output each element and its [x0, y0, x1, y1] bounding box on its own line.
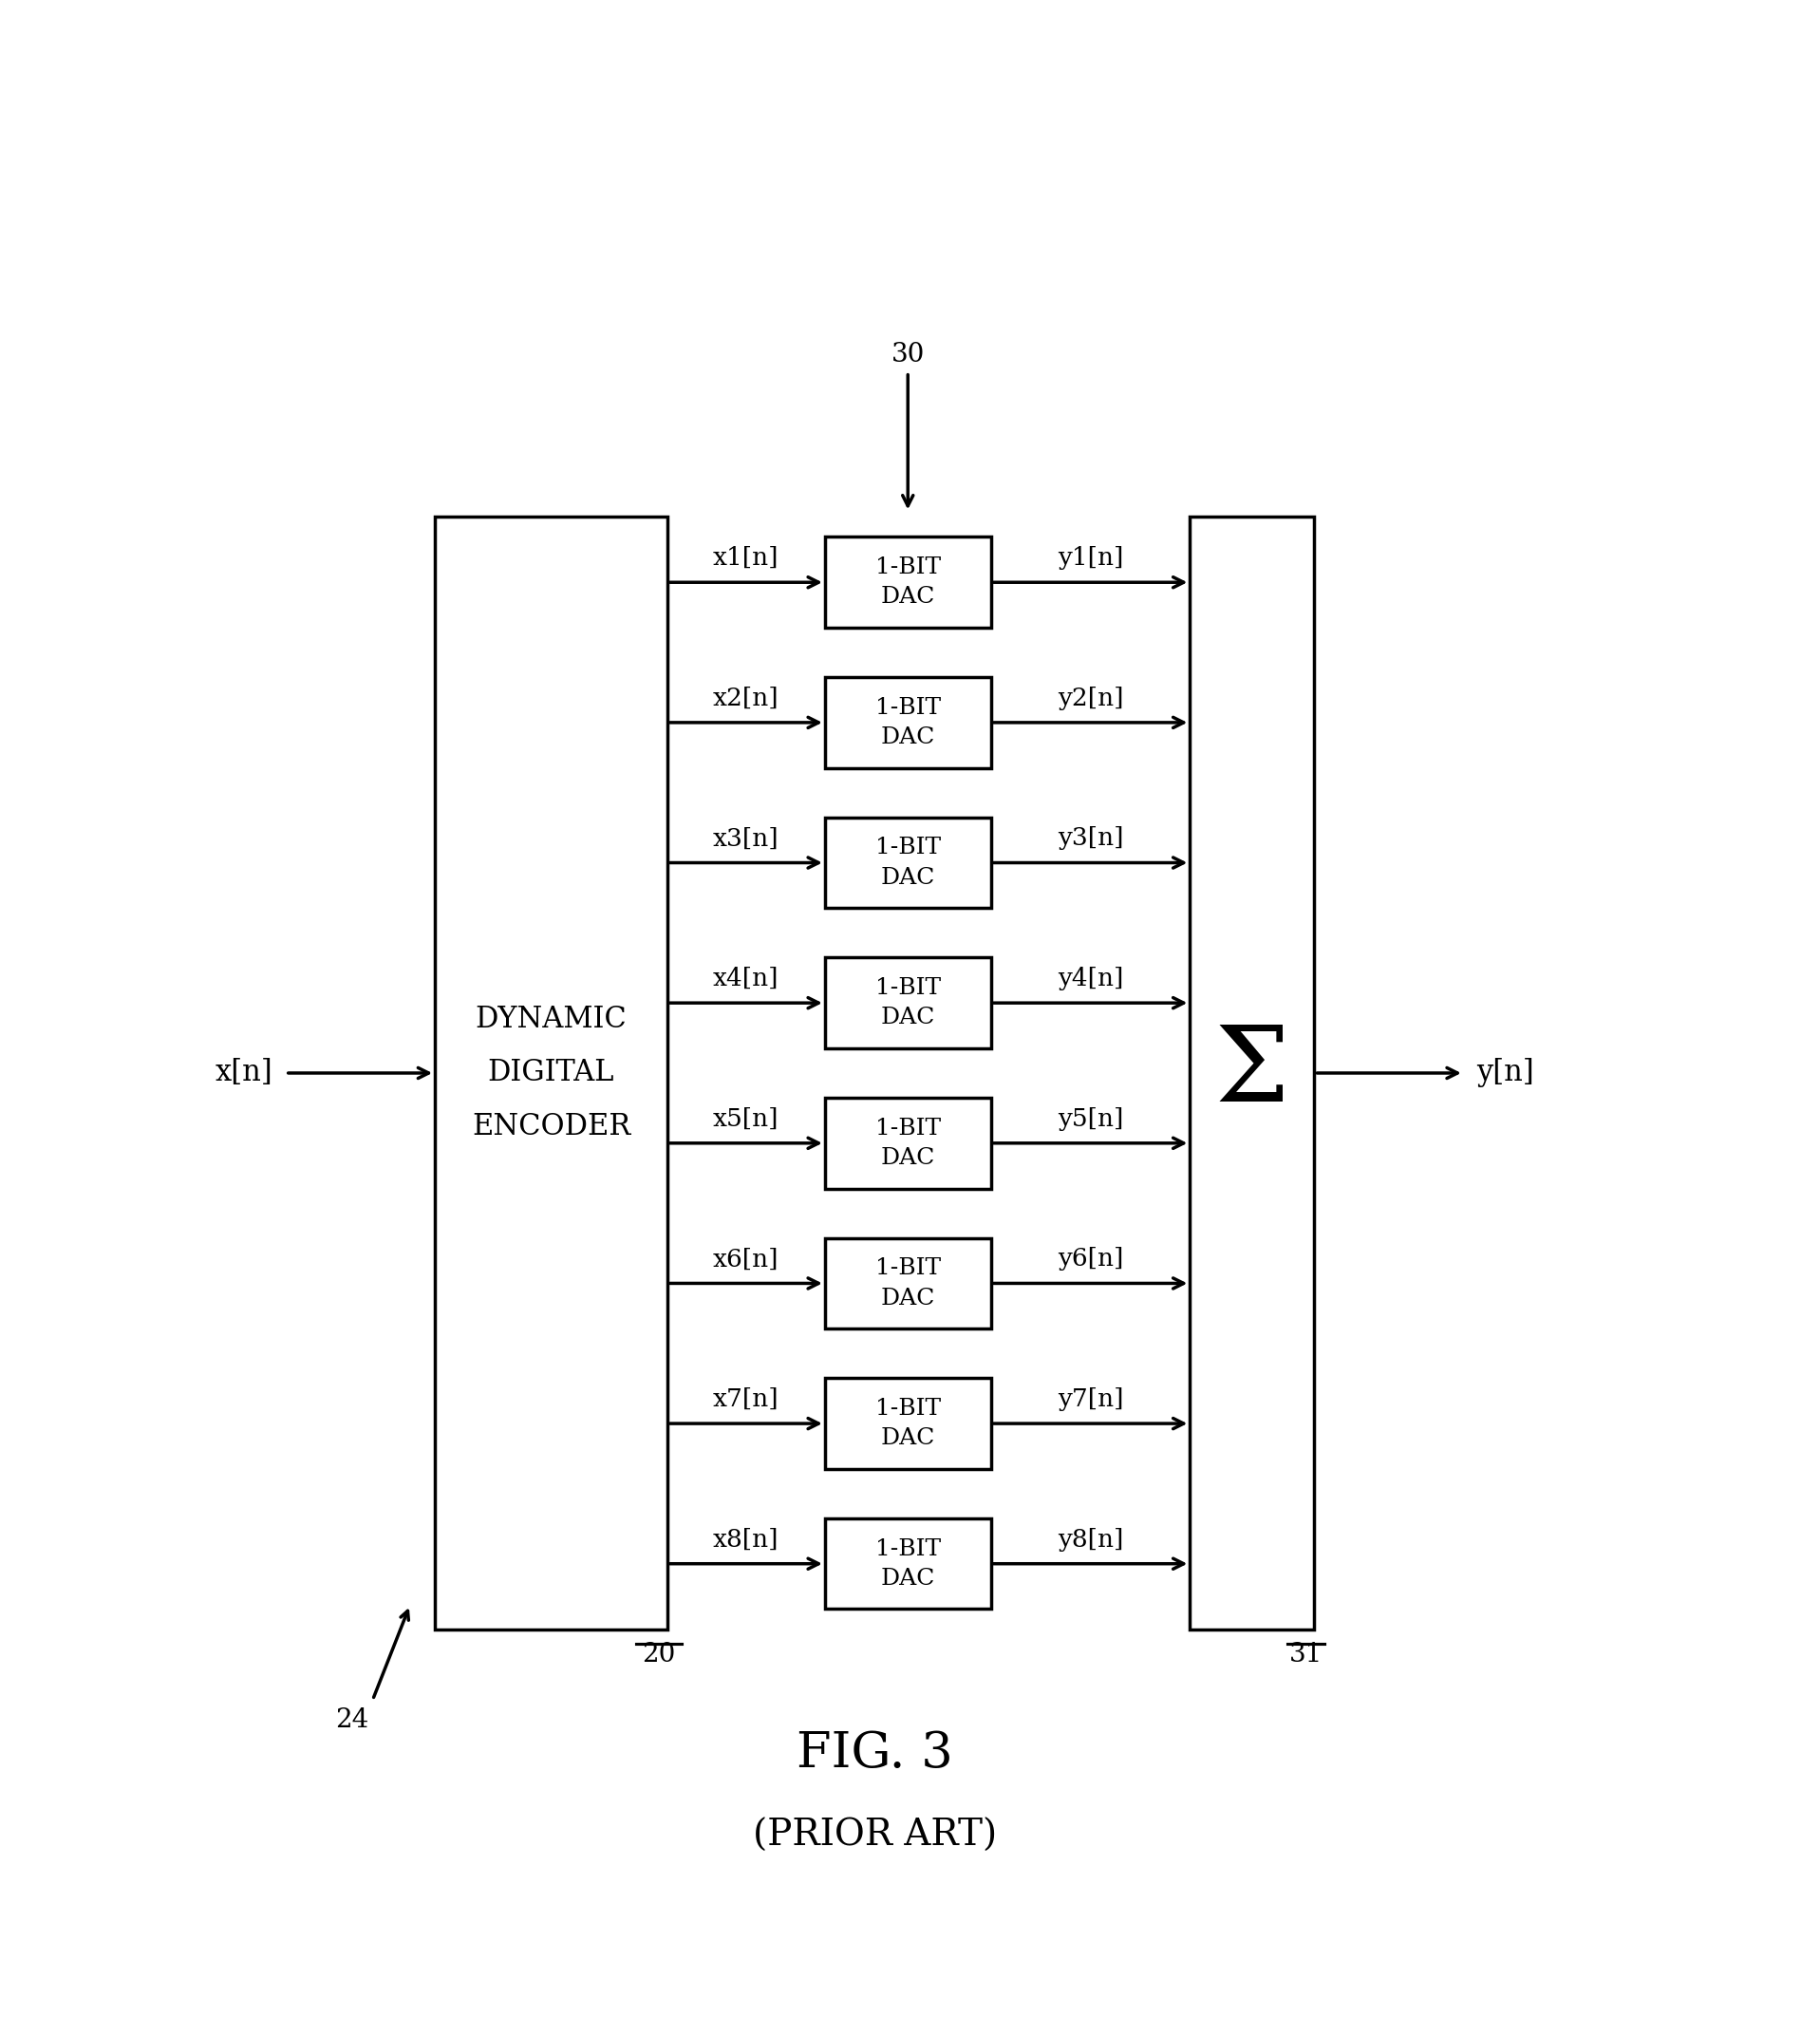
Bar — [824, 1378, 990, 1469]
Text: x5[n]: x5[n] — [713, 1107, 779, 1131]
Text: 1-BIT: 1-BIT — [875, 1538, 941, 1559]
Text: DAC: DAC — [881, 1567, 935, 1589]
Text: FIG. 3: FIG. 3 — [797, 1730, 954, 1779]
Text: DYNAMIC: DYNAMIC — [475, 1005, 626, 1034]
Bar — [824, 537, 990, 627]
Text: y5[n]: y5[n] — [1057, 1107, 1123, 1131]
Text: x2[n]: x2[n] — [713, 686, 779, 710]
Text: 1-BIT: 1-BIT — [875, 977, 941, 999]
Bar — [1190, 517, 1314, 1630]
Text: Σ: Σ — [1216, 1022, 1289, 1123]
Text: y2[n]: y2[n] — [1057, 686, 1123, 710]
Text: 1-BIT: 1-BIT — [875, 1117, 941, 1140]
Text: x4[n]: x4[n] — [713, 967, 779, 991]
Text: DAC: DAC — [881, 1288, 935, 1309]
Text: x1[n]: x1[n] — [713, 545, 779, 570]
Text: ENCODER: ENCODER — [471, 1111, 630, 1142]
Bar — [824, 678, 990, 767]
Text: y[n]: y[n] — [1476, 1058, 1534, 1089]
Text: 1-BIT: 1-BIT — [875, 1398, 941, 1420]
Text: y7[n]: y7[n] — [1057, 1388, 1123, 1410]
Text: DAC: DAC — [881, 1148, 935, 1168]
Text: DIGITAL: DIGITAL — [488, 1058, 615, 1089]
Text: DAC: DAC — [881, 1427, 935, 1449]
Text: DAC: DAC — [881, 867, 935, 889]
Text: y6[n]: y6[n] — [1057, 1247, 1123, 1272]
Text: x6[n]: x6[n] — [713, 1247, 779, 1272]
Text: y4[n]: y4[n] — [1057, 967, 1123, 991]
Text: 30: 30 — [892, 342, 925, 368]
Text: x3[n]: x3[n] — [713, 826, 779, 851]
Bar — [824, 1237, 990, 1329]
Text: 1-BIT: 1-BIT — [875, 696, 941, 718]
Bar — [824, 1518, 990, 1610]
Text: DAC: DAC — [881, 586, 935, 608]
Text: 24: 24 — [335, 1707, 369, 1734]
Bar — [824, 958, 990, 1048]
Text: 1-BIT: 1-BIT — [875, 1258, 941, 1280]
Bar — [435, 517, 668, 1630]
Bar — [824, 818, 990, 908]
Text: x[n]: x[n] — [215, 1058, 273, 1089]
Text: 20: 20 — [642, 1642, 675, 1669]
Text: y8[n]: y8[n] — [1057, 1528, 1123, 1551]
Text: DAC: DAC — [881, 726, 935, 749]
Text: y3[n]: y3[n] — [1057, 826, 1123, 851]
Bar — [824, 1097, 990, 1188]
Text: x7[n]: x7[n] — [713, 1388, 779, 1410]
Text: y1[n]: y1[n] — [1057, 545, 1123, 570]
Text: 1-BIT: 1-BIT — [875, 836, 941, 859]
Text: 1-BIT: 1-BIT — [875, 556, 941, 578]
Text: 31: 31 — [1289, 1642, 1323, 1669]
Text: (PRIOR ART): (PRIOR ART) — [752, 1819, 997, 1854]
Text: x8[n]: x8[n] — [713, 1528, 779, 1551]
Text: DAC: DAC — [881, 1007, 935, 1030]
